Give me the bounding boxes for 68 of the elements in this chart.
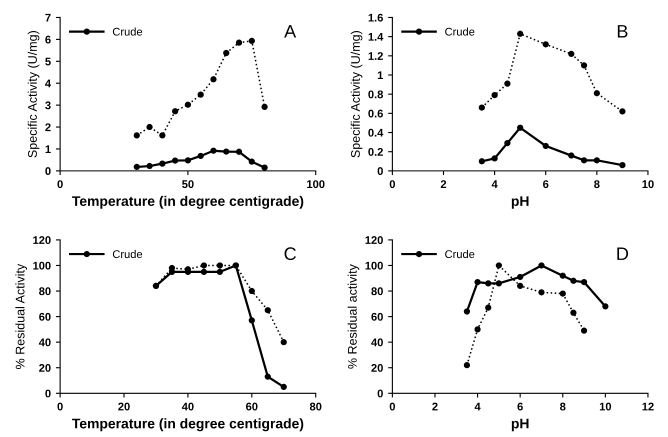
y-tick-label: 60 (371, 312, 383, 321)
x-axis-title: pH (512, 196, 528, 209)
y-tick-label: 0.4 (368, 128, 384, 137)
x-tick-label: 80 (310, 402, 322, 410)
annotation: B (618, 25, 628, 38)
x-axis-title: Temperature (in degree centigrade) (72, 418, 304, 432)
x-axis-title: pH (512, 418, 528, 432)
x-tick-label: 100 (307, 180, 325, 188)
y-tick-label: 1.4 (368, 33, 384, 41)
x-tick-label: 4 (474, 402, 481, 410)
y-tick-label: 3 (45, 101, 51, 110)
y-tick-label: 0.8 (368, 90, 384, 98)
x-tick-label: 2 (432, 402, 438, 410)
legend-label: Crude (445, 250, 474, 258)
annotation: A (284, 25, 296, 38)
x-tick-label: 10 (600, 402, 612, 410)
y-tick-label: 1.6 (368, 14, 383, 22)
y-tick-label: 5 (45, 58, 51, 66)
y-axis-title: Specific Activity (U/mg) (350, 31, 362, 158)
x-tick-label: 12 (642, 402, 654, 410)
y-tick-label: 120 (33, 236, 51, 244)
x-tick-label: 6 (517, 402, 523, 410)
legend-label: Crude (112, 27, 142, 36)
y-tick-label: 4 (45, 80, 52, 88)
x-tick-label: 50 (182, 180, 194, 188)
y-tick-label: 1 (46, 145, 51, 153)
y-tick-label: 7 (45, 14, 51, 22)
annotation: C (284, 247, 296, 260)
y-tick-label: 1 (378, 71, 384, 80)
x-tick-label: 10 (642, 180, 654, 188)
y-tick-label: 0 (45, 390, 51, 398)
y-tick-label: 0.6 (368, 110, 383, 118)
y-tick-label: 0 (378, 390, 383, 398)
x-tick-label: 0 (57, 180, 63, 188)
y-axis-title: % Residual Activity (15, 264, 27, 369)
y-tick-label: 2 (45, 123, 51, 132)
x-axis-title: Temperature (in degree centigrade) (72, 196, 304, 209)
y-tick-label: 100 (366, 262, 383, 270)
x-tick-label: 8 (560, 402, 566, 410)
x-tick-label: 4 (492, 180, 498, 188)
annotation: D (617, 247, 628, 260)
y-tick-label: 0 (378, 167, 383, 176)
y-tick-label: 80 (39, 287, 51, 296)
y-tick-label: 20 (371, 364, 383, 372)
x-tick-label: 60 (246, 402, 258, 410)
x-tick-label: 6 (543, 180, 548, 188)
x-tick-label: 0 (390, 402, 396, 410)
x-tick-label: 0 (57, 402, 63, 410)
y-tick-label: 120 (366, 236, 383, 244)
x-tick-label: 20 (118, 402, 130, 410)
y-tick-label: 60 (39, 312, 51, 321)
y-tick-label: 1.2 (368, 52, 383, 60)
x-tick-label: 0 (390, 180, 396, 188)
y-tick-label: 100 (33, 262, 51, 270)
legend-label: Crude (112, 250, 142, 258)
y-tick-label: 20 (39, 364, 51, 372)
y-tick-label: 40 (38, 338, 51, 346)
y-axis-title: Specific Activity (U/mg) (28, 31, 40, 158)
y-tick-label: 40 (371, 338, 383, 346)
legend-label: Crude (445, 27, 474, 36)
y-tick-label: 0.2 (368, 148, 383, 156)
y-axis-title: % Residual activity (348, 264, 360, 369)
x-tick-label: 8 (594, 180, 600, 188)
x-tick-label: 40 (182, 402, 194, 410)
y-tick-label: 0 (45, 167, 51, 176)
y-tick-label: 80 (371, 287, 383, 296)
y-tick-label: 6 (45, 36, 51, 44)
x-tick-label: 2 (440, 180, 446, 188)
